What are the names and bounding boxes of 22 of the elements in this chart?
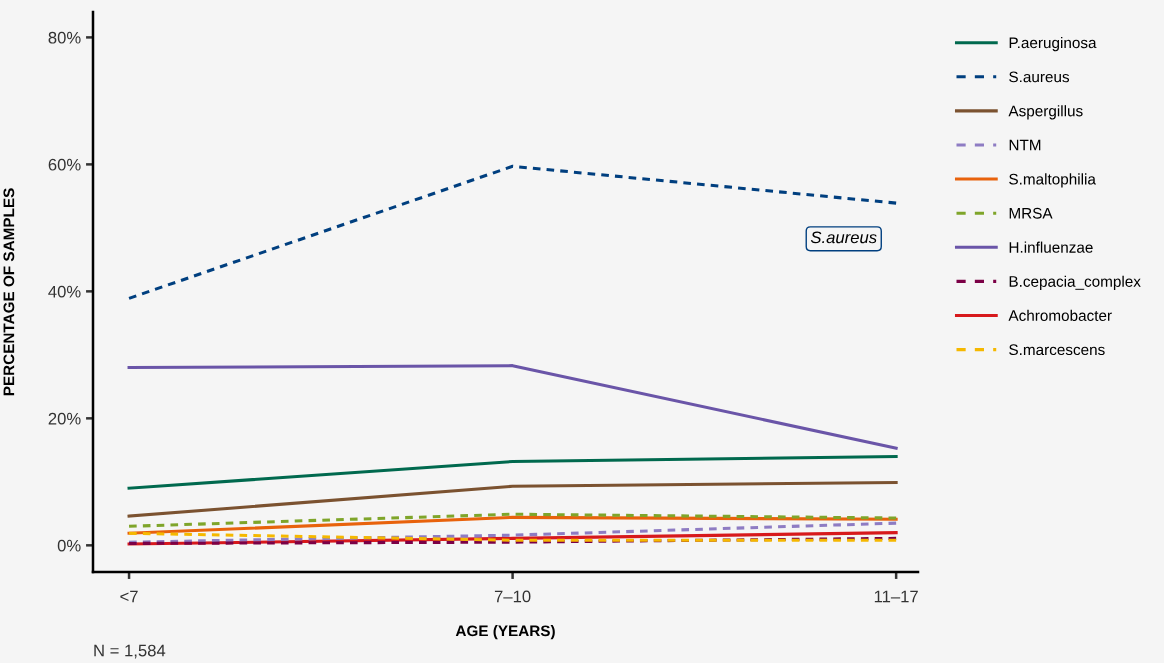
legend-label: Aspergillus <box>1008 105 1083 120</box>
legend-label: S.maltophilia <box>1009 173 1096 188</box>
legend-label: NTM <box>1009 139 1041 151</box>
x-tick-label: 11–17 <box>874 590 918 603</box>
legend-label: H.influenzae <box>1009 241 1093 253</box>
legend-label: MRSA <box>1009 207 1053 219</box>
y-axis-title: PERCENTAGE OF SAMPLES <box>3 188 15 396</box>
legend-label: P.aeruginosa <box>1009 36 1097 52</box>
legend-label: S.marcescens <box>1009 344 1105 356</box>
y-tick-label: 20% <box>48 412 81 425</box>
y-tick-label: 40% <box>48 285 81 298</box>
x-axis-title: AGE (YEARS) <box>455 625 555 640</box>
legend-label: S.aureus <box>1009 71 1070 83</box>
x-tick-label: <7 <box>120 590 138 603</box>
annotation: S.aureus <box>810 231 877 244</box>
legend-label: Achromobacter <box>1008 309 1112 321</box>
text: N = 1,584 <box>94 644 166 659</box>
y-tick-label: 60% <box>48 158 81 171</box>
legend-label: B.cepacia_complex <box>1009 275 1141 290</box>
y-tick-label: 0% <box>57 539 81 552</box>
x-tick-label: 7–10 <box>494 590 531 603</box>
y-tick-label: 80% <box>48 31 81 44</box>
